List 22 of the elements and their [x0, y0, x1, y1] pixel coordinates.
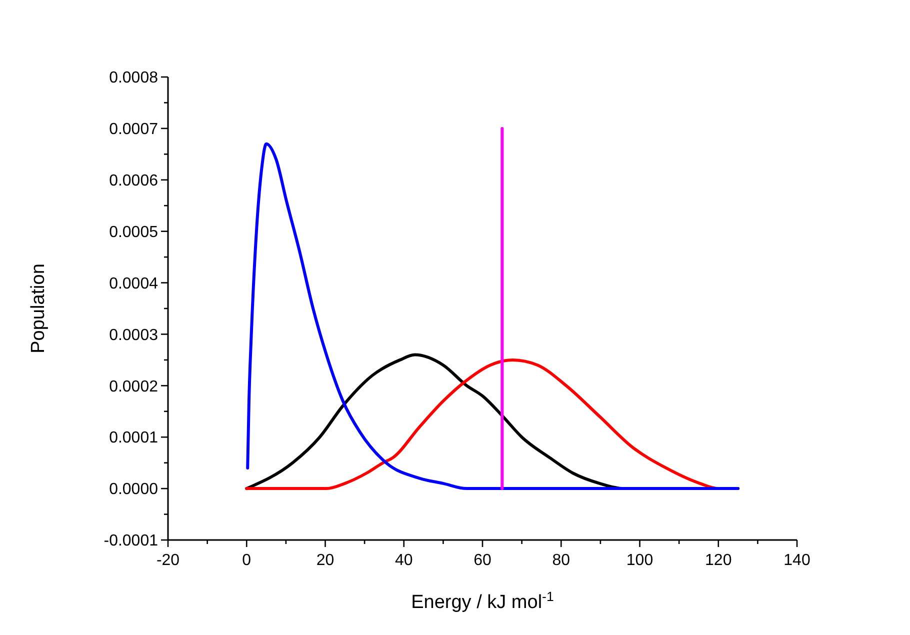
- y-axis-title: Population: [28, 264, 49, 354]
- y-tick-label: 0.0002: [109, 378, 158, 396]
- x-tick-label: 20: [316, 552, 334, 569]
- y-tick-label: 0.0004: [109, 275, 158, 292]
- x-tick-label: 100: [626, 552, 654, 569]
- x-tick-label: -20: [156, 552, 180, 569]
- y-tick-label: 0.0008: [109, 70, 158, 87]
- y-tick-label: 0.0001: [109, 430, 158, 447]
- x-tick-label: 40: [394, 552, 413, 569]
- line-series: [246, 142, 740, 490]
- y-tick-label: 0.0003: [109, 326, 158, 344]
- y-tick-label: 0.0007: [109, 121, 158, 138]
- x-tick-label: 0: [242, 552, 252, 569]
- x-tick-label: 140: [784, 552, 810, 569]
- x-tick-label: 60: [474, 552, 492, 569]
- y-tick-label: -0.0001: [104, 532, 158, 550]
- x-tick-label: 80: [552, 552, 570, 569]
- y-tick-label: 0.0000: [109, 481, 158, 498]
- y-tick-label: 0.0005: [109, 224, 158, 241]
- x-tick-label: 120: [705, 552, 732, 569]
- y-tick-label: 0.0006: [109, 172, 158, 190]
- x-axis-title: Energy / kJ mol$^{-1}$: [411, 588, 554, 613]
